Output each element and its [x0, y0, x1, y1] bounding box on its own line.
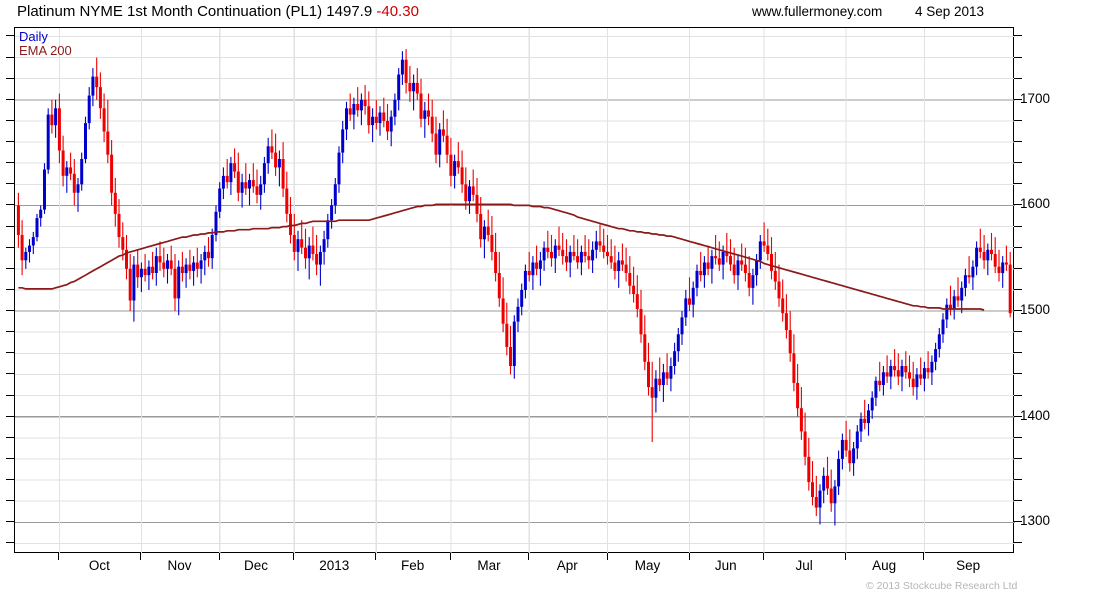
- y-axis-tick: [6, 521, 14, 523]
- y-axis-tick: [6, 310, 14, 312]
- y-axis-tick: [6, 35, 14, 37]
- y-axis-tick: [1014, 288, 1022, 290]
- y-axis-tick: [6, 331, 14, 333]
- y-axis-tick: [1014, 373, 1022, 375]
- y-axis-tick: [6, 56, 14, 58]
- x-axis-tick: [923, 553, 925, 560]
- y-axis-tick: [6, 288, 14, 290]
- legend-item-daily: Daily: [19, 29, 48, 44]
- y-axis-tick: [1014, 500, 1022, 502]
- y-axis-tick: [1014, 436, 1022, 438]
- y-axis-label-1500: 1500: [1020, 302, 1051, 318]
- x-axis-tick: [293, 553, 295, 560]
- x-axis-label-feb: Feb: [400, 558, 425, 573]
- x-axis-tick: [449, 553, 451, 560]
- y-axis-tick: [6, 77, 14, 79]
- y-axis-tick: [6, 141, 14, 143]
- y-axis-tick: [6, 394, 14, 396]
- x-axis-label-sep: Sep: [956, 558, 981, 573]
- y-axis-tick: [1014, 77, 1022, 79]
- x-axis-tick: [845, 553, 847, 560]
- y-axis-tick: [1014, 246, 1022, 248]
- y-axis-tick: [1014, 141, 1022, 143]
- x-axis-tick: [606, 553, 608, 560]
- x-axis-tick: [763, 553, 765, 560]
- x-axis-label-dec: Dec: [243, 558, 269, 573]
- y-axis-tick: [6, 183, 14, 185]
- y-axis-tick: [6, 457, 14, 459]
- y-axis-tick: [1014, 457, 1022, 459]
- y-axis-label-1300: 1300: [1020, 513, 1051, 529]
- price-change: -40.30: [376, 3, 419, 20]
- x-axis-tick: [58, 553, 60, 560]
- y-axis-tick: [1014, 162, 1022, 164]
- y-axis-tick: [6, 162, 14, 164]
- chart-legend: Daily EMA 200: [19, 30, 72, 58]
- x-axis-label-jun: Jun: [714, 558, 737, 573]
- y-axis-tick: [6, 119, 14, 121]
- x-axis-label-mar: Mar: [477, 558, 501, 573]
- y-axis-tick: [6, 267, 14, 269]
- y-axis-tick: [1014, 98, 1022, 100]
- y-axis-label-1400: 1400: [1020, 407, 1051, 423]
- x-axis-label-2013: 2013: [319, 558, 350, 573]
- x-axis-tick: [528, 553, 530, 560]
- x-axis-label-nov: Nov: [167, 558, 192, 573]
- x-axis-label-jul: Jul: [795, 558, 813, 573]
- x-axis-tick: [140, 553, 142, 560]
- x-axis-label-oct: Oct: [88, 558, 110, 573]
- y-axis-tick: [6, 415, 14, 417]
- y-axis-tick: [6, 373, 14, 375]
- y-axis-tick: [1014, 415, 1022, 417]
- x-axis-label-apr: Apr: [556, 558, 578, 573]
- plot-area: Daily EMA 200: [14, 27, 1015, 554]
- y-axis-tick: [6, 352, 14, 354]
- chart-header: Platinum NYME 1st Month Continuation (PL…: [0, 0, 1100, 27]
- y-axis-tick: [1014, 310, 1022, 312]
- y-axis-tick: [1014, 119, 1022, 121]
- legend-item-ema200: EMA 200: [19, 43, 72, 58]
- price-series-layer: [16, 49, 1012, 526]
- x-axis-tick: [688, 553, 690, 560]
- y-axis-tick: [6, 500, 14, 502]
- plot-canvas: [15, 28, 1015, 554]
- website-label: www.fullermoney.com: [752, 4, 883, 19]
- y-axis-tick: [1014, 479, 1022, 481]
- y-axis-tick: [6, 436, 14, 438]
- y-axis-tick: [6, 246, 14, 248]
- y-axis-tick: [1014, 35, 1022, 37]
- y-axis-tick: [1014, 521, 1022, 523]
- instrument-title: Platinum NYME 1st Month Continuation (PL…: [17, 3, 373, 20]
- y-axis-tick: [1014, 352, 1022, 354]
- y-axis-tick: [1014, 204, 1022, 206]
- chart-date: 4 Sep 2013: [915, 4, 985, 19]
- y-axis-tick: [6, 98, 14, 100]
- copyright-notice: © 2013 Stockcube Research Ltd: [866, 580, 1018, 592]
- page-title: Platinum NYME 1st Month Continuation (PL…: [17, 3, 419, 20]
- y-axis-tick: [1014, 183, 1022, 185]
- y-axis-tick: [6, 225, 14, 227]
- y-axis-tick: [1014, 267, 1022, 269]
- y-axis-tick: [1014, 331, 1022, 333]
- x-axis-tick: [375, 553, 377, 560]
- x-axis-label-may: May: [634, 558, 661, 573]
- y-axis-label-1600: 1600: [1020, 196, 1051, 212]
- y-axis-tick: [6, 542, 14, 544]
- y-axis-tick: [1014, 225, 1022, 227]
- y-axis-label-1700: 1700: [1020, 90, 1051, 106]
- y-axis-tick: [1014, 542, 1022, 544]
- x-axis-tick: [218, 553, 220, 560]
- x-axis-label-aug: Aug: [872, 558, 897, 573]
- grid-layer: [15, 28, 1015, 554]
- y-axis-tick: [1014, 394, 1022, 396]
- y-axis-tick: [1014, 56, 1022, 58]
- y-axis-tick: [6, 479, 14, 481]
- y-axis-tick: [6, 204, 14, 206]
